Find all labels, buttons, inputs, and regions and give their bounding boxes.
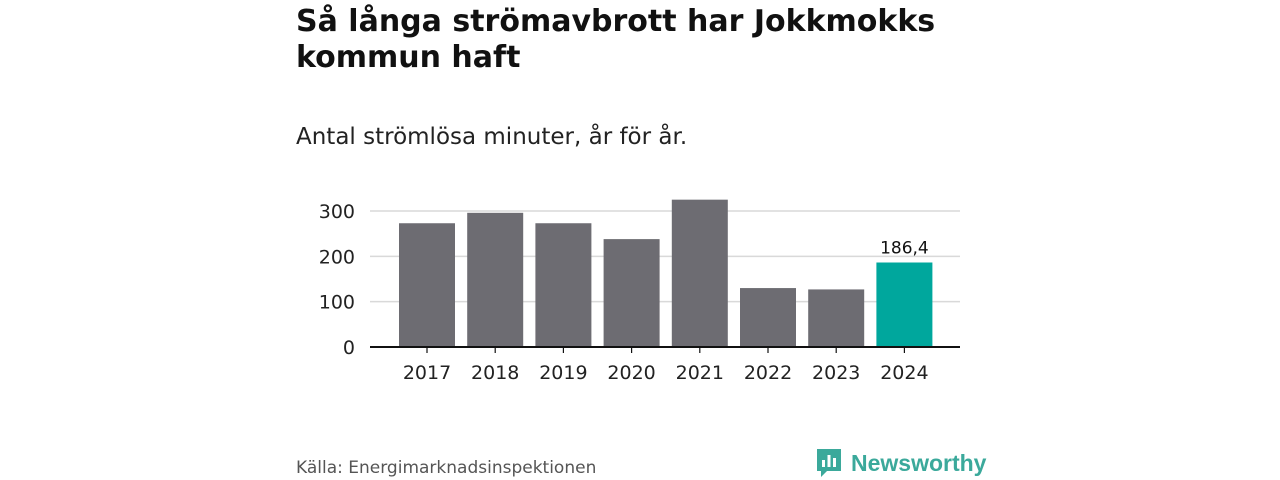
x-tick-label: 2022 (744, 362, 792, 384)
bar-2022[interactable] (740, 288, 796, 347)
bar-2024[interactable] (876, 262, 933, 347)
bar-2019[interactable] (535, 223, 592, 347)
bar-2021[interactable] (671, 199, 728, 347)
x-tick-label: 2018 (471, 362, 519, 384)
y-tick-label: 200 (319, 246, 355, 268)
x-tick-label: 2017 (403, 362, 451, 384)
brand-name: Newsworthy (851, 449, 987, 476)
data-label: 186,4 (880, 238, 929, 258)
source-note: Källa: Energimarknadsinspektionen (296, 458, 597, 478)
x-tick-label: 2024 (880, 362, 928, 384)
bar-2017[interactable] (399, 223, 455, 347)
x-tick-label: 2019 (539, 362, 587, 384)
x-tick-label: 2021 (676, 362, 724, 384)
brand-logo[interactable]: Newsworthy (815, 447, 986, 479)
y-tick-label: 300 (319, 201, 355, 223)
y-tick-label: 0 (343, 337, 355, 359)
label-layer: 186,4 (880, 238, 929, 258)
grid-layer (370, 210, 960, 303)
newsworthy-logo-icon (817, 449, 841, 477)
bar-2023[interactable] (808, 289, 865, 347)
chart-subtitle: Antal strömlösa minuter, år för år. (296, 124, 688, 150)
bar-layer (399, 199, 933, 347)
chart-title: Så långa strömavbrott har Jokkmokks komm… (296, 4, 936, 75)
bar-2018[interactable] (467, 212, 524, 347)
bar-2020[interactable] (603, 239, 660, 347)
y-tick-label: 100 (319, 292, 355, 314)
axis-layer: 0 100 200 300 2017 2018 2019 2020 2021 2022 2023 20… (319, 201, 960, 384)
x-tick-label: 2020 (607, 362, 655, 384)
x-tick-label: 2023 (812, 362, 860, 384)
